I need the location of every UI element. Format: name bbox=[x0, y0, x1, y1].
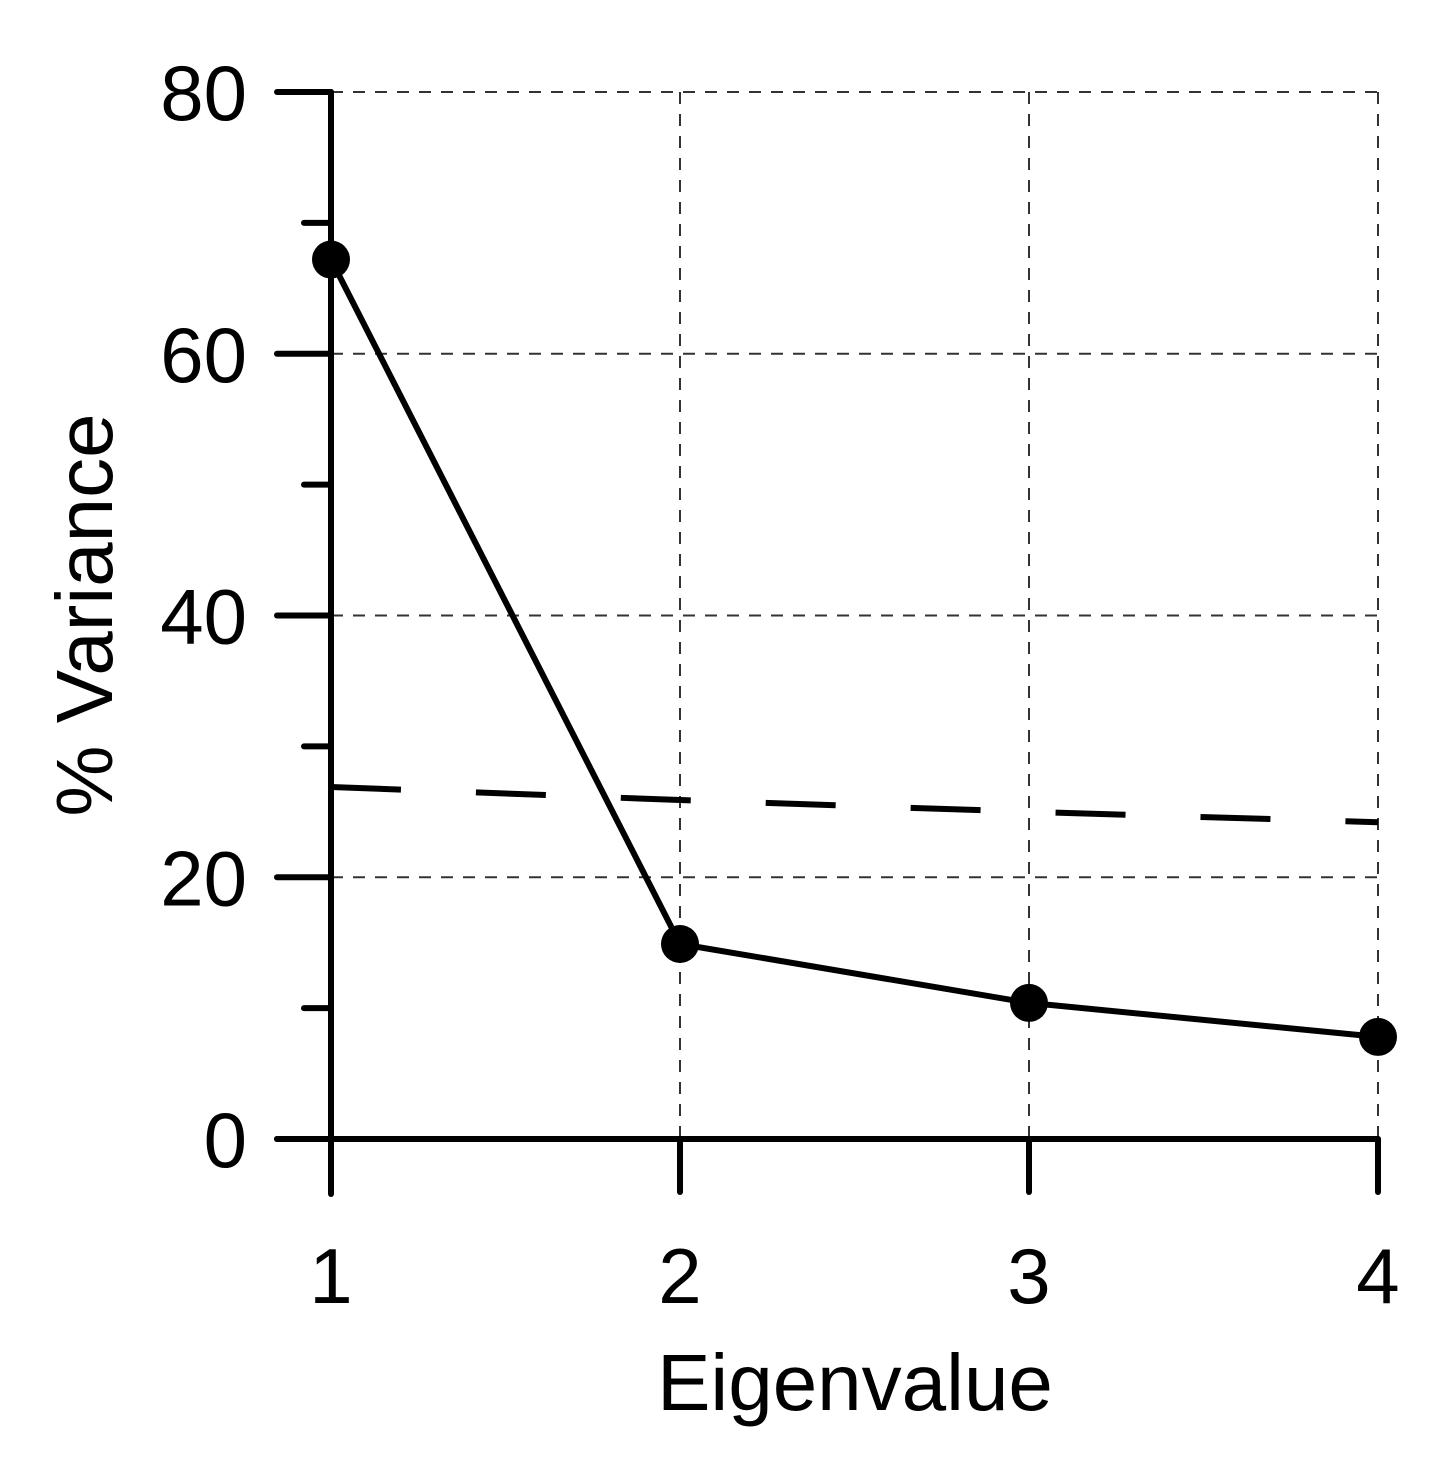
data-point bbox=[1359, 1017, 1397, 1056]
labels-layer: 0 20 40 60 80 1 2 3 4 bbox=[160, 49, 1399, 1320]
y-tick-label: 80 bbox=[160, 49, 247, 137]
axes-layer bbox=[274, 89, 1381, 1197]
y-tick-label: 20 bbox=[160, 834, 247, 922]
x-tick-label: 4 bbox=[1356, 1232, 1399, 1320]
x-tick-label: 1 bbox=[309, 1232, 352, 1320]
y-tick-label: 60 bbox=[160, 311, 247, 399]
series-line-variance bbox=[328, 258, 1379, 1040]
y-tick-label: 40 bbox=[160, 573, 247, 661]
x-axis-title: Eigenvalue bbox=[657, 1338, 1053, 1427]
x-tick-label: 3 bbox=[1007, 1232, 1050, 1320]
y-tick-label: 0 bbox=[204, 1096, 247, 1184]
series-layer bbox=[312, 240, 1397, 1056]
data-point bbox=[312, 240, 350, 279]
grid-layer bbox=[331, 91, 1379, 1139]
data-point bbox=[1010, 983, 1048, 1022]
series-line-reference bbox=[330, 783, 1379, 826]
y-axis-title: % Variance bbox=[40, 413, 129, 816]
data-point bbox=[661, 924, 699, 963]
x-tick-label: 2 bbox=[658, 1232, 701, 1320]
